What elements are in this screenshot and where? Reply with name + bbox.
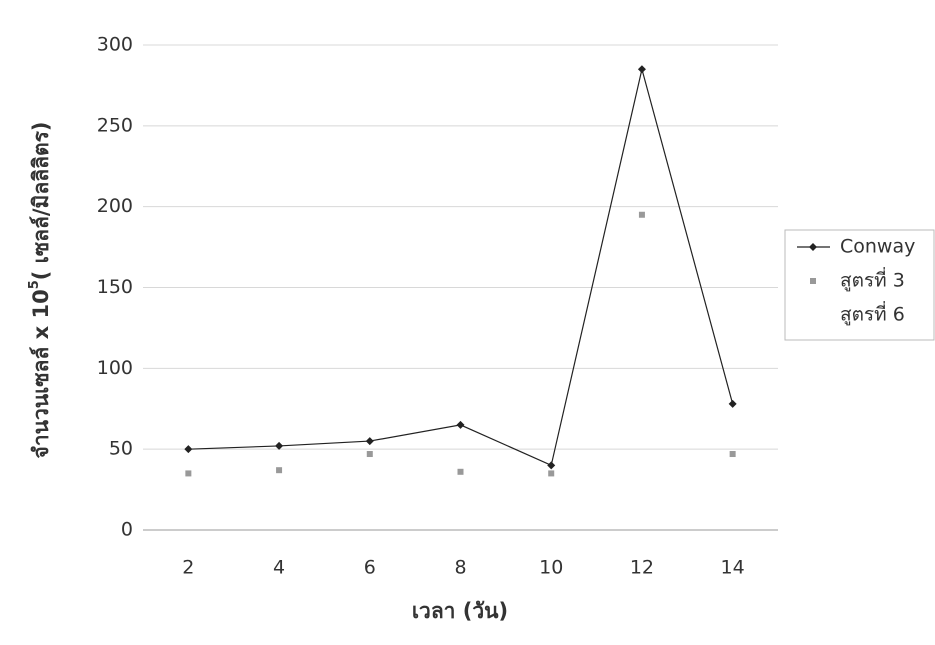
x-tick-label: 12 xyxy=(630,557,654,579)
marker xyxy=(456,420,465,429)
y-tick-label: 50 xyxy=(109,438,133,460)
y-axis-label: จำนวนเซลล์ x 105( เซลล์/มิลลิลิตร) xyxy=(27,122,54,459)
legend-label: Conway xyxy=(840,236,915,258)
marker xyxy=(637,65,646,74)
marker xyxy=(185,470,192,477)
marker xyxy=(547,461,556,470)
marker xyxy=(810,278,816,284)
marker xyxy=(184,445,193,454)
marker xyxy=(457,468,464,475)
marker xyxy=(729,451,736,458)
marker xyxy=(809,243,817,251)
marker xyxy=(365,437,374,446)
marker xyxy=(548,470,555,477)
x-tick-label: 6 xyxy=(364,557,376,579)
marker xyxy=(275,441,284,450)
x-tick-label: 10 xyxy=(539,557,563,579)
marker xyxy=(276,467,283,474)
y-label-part: จำนวนเซลล์ x 10 xyxy=(29,289,53,458)
y-tick-label: 150 xyxy=(97,276,133,298)
y-label-sup: 5 xyxy=(27,280,42,289)
legend-label: สูตรที่ 6 xyxy=(840,301,905,326)
y-label-part: ( เซลล์/มิลลิลิตร) xyxy=(29,122,53,281)
y-tick-label: 250 xyxy=(97,114,133,136)
legend-box xyxy=(784,229,935,341)
y-tick-label: 0 xyxy=(121,519,133,541)
y-tick-label: 200 xyxy=(97,195,133,217)
x-tick-label: 4 xyxy=(273,557,285,579)
legend-label: สูตรที่ 3 xyxy=(840,267,905,292)
x-tick-label: 14 xyxy=(721,557,745,579)
x-axis-label: เวลา (วัน) xyxy=(412,599,508,623)
y-tick-label: 300 xyxy=(97,34,133,56)
marker xyxy=(638,211,645,218)
marker xyxy=(728,399,737,408)
x-tick-label: 8 xyxy=(454,557,466,579)
x-tick-label: 2 xyxy=(182,557,194,579)
y-tick-label: 100 xyxy=(97,357,133,379)
marker xyxy=(366,451,373,458)
